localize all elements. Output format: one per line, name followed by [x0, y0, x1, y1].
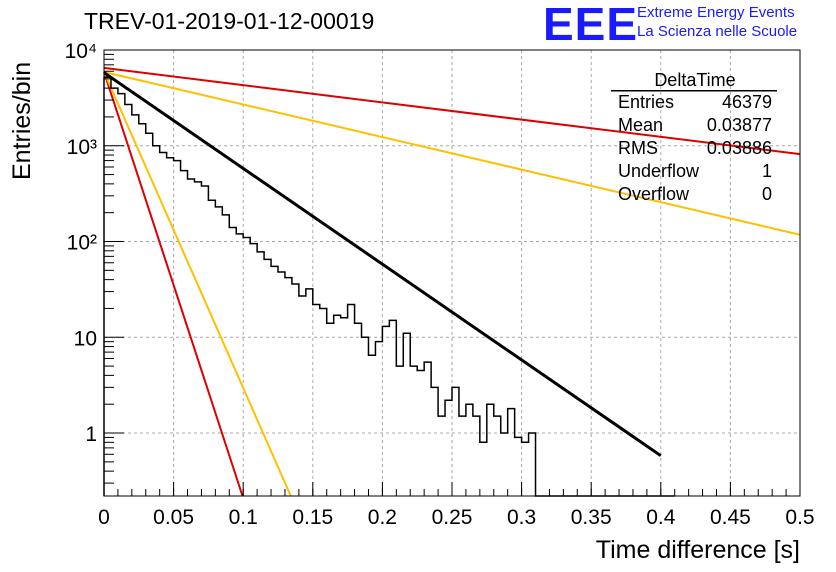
exponential-fit — [103, 71, 662, 457]
tick-labels: 0 0.05 0.1 0.15 0.2 0.25 0.3 0.35 0.4 0.45 0.51101… — [65, 40, 815, 529]
stats-label: Overflow — [618, 184, 690, 204]
y-tick-label: 10² — [67, 232, 97, 255]
model-curve-red-0 — [103, 66, 801, 156]
model-curve-yellow-3 — [103, 71, 292, 497]
y-tick-label: 10⁴ — [65, 40, 97, 63]
stats-label: Underflow — [618, 161, 700, 181]
x-tick-label: 0.1 — [229, 506, 258, 529]
stats-value: 46379 — [721, 92, 772, 112]
stats-row-rms: RMS 0.03886 — [618, 138, 772, 159]
y-axis-label: Entries/bin — [8, 61, 36, 180]
x-tick-label: 0 — [98, 506, 110, 529]
stats-value: 0 — [761, 184, 772, 204]
x-tick-label: 0.05 — [153, 506, 194, 529]
model-curves — [103, 66, 801, 497]
x-axis-label: Time difference [s] — [595, 536, 800, 564]
x-tick-label: 0.4 — [646, 506, 676, 529]
chart-title: TREV-01-2019-01-12-00019 — [84, 8, 375, 34]
x-tick-label: 0.25 — [432, 506, 473, 529]
x-tick-label: 0.35 — [571, 506, 612, 529]
stats-label: Mean — [618, 115, 664, 135]
stats-row-entries: Entries 46379 — [618, 92, 772, 113]
x-tick-label: 0.15 — [292, 506, 333, 529]
x-tick-label: 0.2 — [368, 506, 397, 529]
stats-label: RMS — [618, 138, 658, 158]
stats-label: Entries — [618, 92, 675, 112]
logo-caption: Extreme Energy Events La Scienza nelle S… — [637, 3, 797, 41]
stats-row-mean: Mean 0.03877 — [618, 115, 772, 136]
histogram — [103, 76, 675, 497]
stats-row-underflow: Underflow 1 — [618, 161, 772, 182]
stats-box-line — [611, 90, 777, 92]
y-tick-label: 1 — [85, 423, 97, 446]
logo-caption-line2: La Scienza nelle Scuole — [637, 23, 798, 40]
stats-value: 0.03877 — [706, 115, 772, 135]
y-tick-label: 10 — [74, 327, 97, 350]
x-tick-label: 0.3 — [507, 506, 536, 529]
model-curve-yellow-1 — [103, 70, 801, 236]
stats-title: DeltaTime — [654, 70, 736, 90]
fit-line — [103, 71, 662, 457]
histogram-outline — [103, 76, 675, 497]
model-curve-red-2 — [103, 71, 244, 497]
stats-row-overflow: Overflow 0 — [618, 184, 772, 205]
stats-value: 1 — [761, 161, 772, 181]
axis-ticks — [103, 49, 801, 496]
grid-lines — [104, 50, 800, 496]
stats-value: 0.03886 — [706, 138, 772, 158]
logo-caption-line1: Extreme Energy Events — [637, 4, 795, 21]
x-tick-label: 0.45 — [710, 506, 751, 529]
y-tick-label: 10³ — [67, 136, 97, 159]
x-tick-label: 0.5 — [785, 506, 814, 529]
eee-logo: EEE — [543, 0, 639, 50]
